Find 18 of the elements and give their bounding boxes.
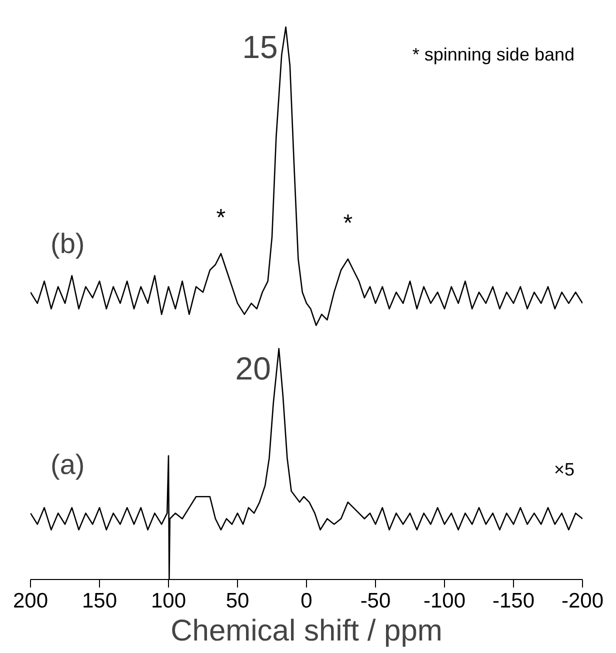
x-tick-label: 50	[226, 590, 250, 612]
series-label: (b)	[50, 228, 85, 260]
annotation: *	[216, 204, 226, 232]
x-tick-label: -150	[492, 590, 535, 612]
x-tick-label: 200	[12, 590, 48, 612]
annotation: 20	[235, 350, 271, 387]
series-label: (a)	[50, 449, 85, 480]
annotation: ×5	[554, 460, 575, 480]
x-axis-title: Chemical shift / ppm	[170, 614, 442, 648]
x-tick-label: -50	[360, 590, 391, 612]
annotation: * spinning side band	[412, 44, 574, 64]
x-tick-label: 100	[150, 590, 186, 612]
x-tick-label: 150	[82, 590, 118, 612]
x-tick-label: 0	[300, 590, 312, 612]
x-tick-label: -200	[561, 590, 604, 612]
x-tick-label: -100	[423, 590, 466, 612]
annotation: 15	[242, 29, 278, 66]
annotation: *	[343, 210, 353, 238]
